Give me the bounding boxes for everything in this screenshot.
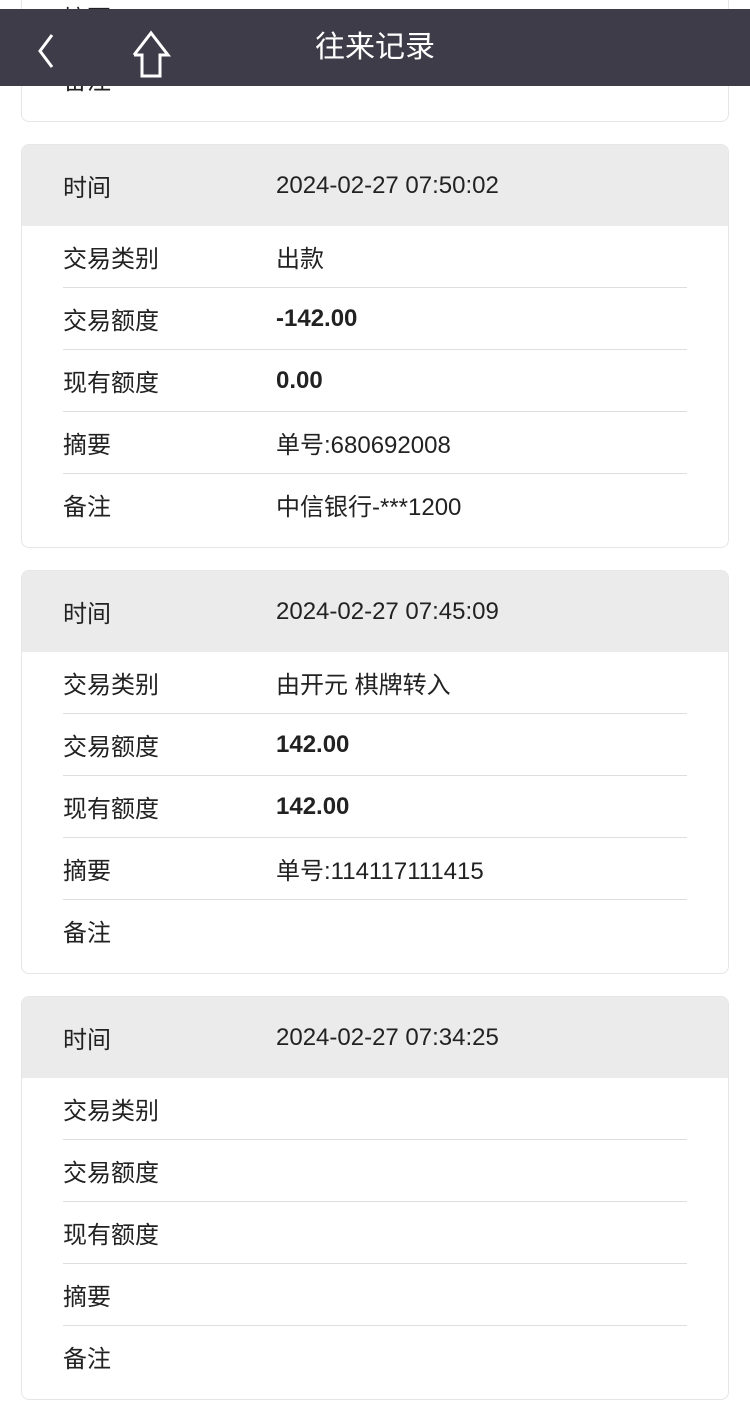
balance-value: 0.00 [276,366,323,394]
type-value: 出款 [276,246,324,273]
remark-value: 中信银行-***1200 [276,494,462,521]
record-remark-row: 备注 [63,900,687,961]
summary-value: 单号:114117111415 [276,858,484,885]
page-title: 往来记录 [315,31,435,64]
amount-value: -142.00 [276,304,358,332]
balance-label: 现有额度 [63,370,159,397]
summary-value: 单号:680692008 [276,432,451,459]
record-time-row: 时间 2024-02-27 07:50:02 [22,145,728,226]
balance-label: 现有额度 [63,1222,159,1249]
time-value: 2024-02-27 07:45:09 [276,597,499,625]
time-label: 时间 [63,1027,111,1054]
type-label: 交易类别 [63,246,159,273]
records-list: 时间 交易类别 交易额度 现有额度 摘要 备注 时间 2024-02-27 07… [21,0,729,1422]
type-label: 交易类别 [63,672,159,699]
record-summary-row: 摘要 单号:114117111415 [63,838,687,900]
top-nav-bar: 往来记录 [0,9,750,86]
amount-label: 交易额度 [63,308,159,335]
summary-label: 摘要 [63,432,111,459]
record-balance-row: 现有额度 142.00 [63,776,687,838]
time-value: 2024-02-27 07:34:25 [276,1023,499,1051]
time-value: 2024-02-27 07:50:02 [276,171,499,199]
record-type-row: 交易类别 由开元 棋牌转入 [63,652,687,714]
record-balance-row: 现有额度 [63,1202,687,1264]
home-icon[interactable] [128,29,174,81]
record-remark-row: 备注 [63,1326,687,1387]
balance-value: 142.00 [276,792,350,820]
amount-label: 交易额度 [63,1160,159,1187]
remark-label: 备注 [63,920,111,947]
record-amount-row: 交易额度 [63,1140,687,1202]
record-amount-row: 交易额度 142.00 [63,714,687,776]
balance-label: 现有额度 [63,796,159,823]
record-amount-row: 交易额度 -142.00 [63,288,687,350]
record-summary-row: 摘要 [63,1264,687,1326]
record-card: 时间 2024-02-27 07:34:25 交易类别 交易额度 现有额度 摘要… [21,996,729,1400]
record-card: 时间 2024-02-27 07:50:02 交易类别 出款 交易额度 -142… [21,144,729,548]
remark-label: 备注 [63,1346,111,1373]
summary-label: 摘要 [63,1284,111,1311]
amount-label: 交易额度 [63,734,159,761]
remark-label: 备注 [63,494,111,521]
record-time-row: 时间 2024-02-27 07:45:09 [22,571,728,652]
record-time-row: 时间 2024-02-27 07:34:25 [22,997,728,1078]
amount-value: 142.00 [276,730,350,758]
summary-label: 摘要 [63,858,111,885]
record-type-row: 交易类别 出款 [63,226,687,288]
time-label: 时间 [63,175,111,202]
type-label: 交易类别 [63,1098,159,1125]
record-balance-row: 现有额度 0.00 [63,350,687,412]
chevron-left-icon[interactable] [34,31,64,71]
time-label: 时间 [63,601,111,628]
record-type-row: 交易类别 [63,1078,687,1140]
type-value: 由开元 棋牌转入 [276,672,451,699]
record-card: 时间 2024-02-27 07:45:09 交易类别 由开元 棋牌转入 交易额… [21,570,729,974]
record-summary-row: 摘要 单号:680692008 [63,412,687,474]
record-remark-row: 备注 中信银行-***1200 [63,474,687,535]
